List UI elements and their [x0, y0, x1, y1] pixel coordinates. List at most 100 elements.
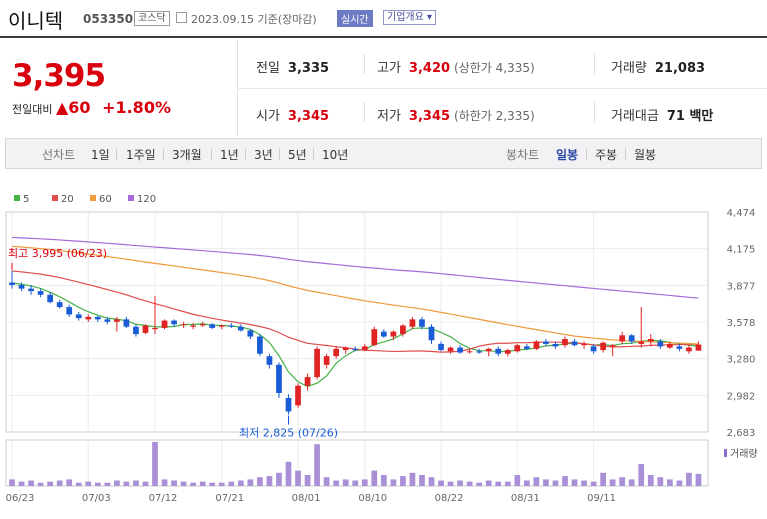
candle-chart-label: 봉차트 [506, 148, 540, 162]
volume-bar [409, 472, 416, 486]
tab-1-day[interactable]: 1일 [91, 148, 110, 162]
divider [245, 148, 246, 160]
candle-body [590, 346, 597, 352]
tab-1-year[interactable]: 1년 [220, 148, 239, 162]
volume-bar [571, 479, 578, 486]
volume-bar [56, 480, 63, 486]
volume-bar [152, 442, 158, 486]
moving-average-20 [11, 270, 699, 353]
volume-bar [333, 480, 340, 486]
candle-body [171, 320, 177, 325]
tab-10-year[interactable]: 10년 [322, 148, 349, 162]
candle-body [342, 347, 349, 351]
divider [586, 148, 587, 160]
volume-bar [686, 472, 692, 486]
divider [364, 54, 365, 74]
candle-body [667, 343, 673, 348]
volume-bar [37, 482, 44, 486]
x-tick-label: 08/31 [511, 493, 540, 504]
volume-bar [504, 481, 511, 486]
candle-body [47, 294, 53, 303]
realtime-button[interactable]: 실시간 [337, 10, 373, 27]
candle-body [161, 320, 168, 328]
open-value: 3,345 [287, 109, 330, 124]
candle-body [180, 324, 187, 326]
x-tick-label: 06/23 [6, 493, 35, 504]
price-change: 전일대비 ▲60 +1.80% [12, 98, 171, 117]
candle-body [619, 335, 626, 342]
volume-bar [352, 480, 359, 486]
y-tick-label: 2,683 [727, 428, 756, 439]
candle-body [695, 344, 702, 351]
candle-body [352, 348, 359, 351]
candle-body [28, 288, 34, 292]
candle-body [114, 319, 120, 322]
volume-bar [533, 477, 540, 486]
x-tick-label: 07/03 [82, 493, 111, 504]
candle-body [333, 348, 340, 357]
legend-label: 20 [61, 194, 74, 205]
tab-weekly[interactable]: 주봉 [595, 148, 618, 162]
volume-bar [104, 482, 111, 486]
candle-body [18, 284, 25, 289]
divider [163, 148, 164, 160]
volume-bar [514, 475, 521, 486]
moving-average-120 [11, 236, 699, 299]
prev-close-value: 3,335 [287, 61, 330, 76]
candle-body [133, 326, 139, 335]
tab-5-year[interactable]: 5년 [288, 148, 307, 162]
candle-body [438, 343, 444, 351]
candle-body [209, 324, 216, 328]
candle-body [628, 335, 635, 342]
change-percent: +1.80% [102, 98, 171, 117]
candle-body [56, 302, 63, 308]
candle-body [142, 325, 149, 333]
candle-body [85, 316, 92, 320]
candle-body [466, 351, 473, 353]
tab-daily[interactable]: 일봉 [556, 148, 579, 162]
candle-body [428, 326, 435, 341]
volume-bar [257, 477, 263, 486]
candle-body [152, 327, 158, 330]
company-overview-button[interactable]: 기업개요 ▾ [383, 10, 436, 25]
volume-bar [66, 479, 73, 486]
volume-bar [47, 481, 53, 486]
candle-body [638, 341, 645, 344]
tab-monthly[interactable]: 월봉 [634, 148, 657, 162]
volume-bar [361, 479, 368, 486]
candle-body [523, 346, 530, 349]
volume-bar [28, 480, 34, 486]
candle-body [247, 330, 254, 337]
trade-amount: 거래대금 71 백만 [611, 105, 713, 124]
volume-bar [628, 479, 635, 486]
line-chart-label: 선차트 [42, 148, 76, 162]
y-tick-label: 3,280 [727, 355, 756, 366]
volume-bar [75, 482, 82, 486]
candle-body [495, 348, 502, 354]
high-annotation: 최고 3,995 (06/23) [8, 247, 107, 260]
volume-bar [638, 464, 645, 486]
candle-body [533, 341, 540, 349]
volume-bar [342, 479, 349, 486]
volume-bar [114, 480, 120, 486]
y-tick-label: 2,982 [727, 391, 756, 402]
volume-bar [94, 482, 101, 486]
tab-1-week[interactable]: 1주일 [126, 148, 156, 162]
day-high-label: 고가 [377, 61, 401, 76]
x-tick-label: 08/22 [435, 493, 464, 504]
volume-bar [600, 472, 606, 486]
day-high-value: 3,420 [408, 61, 451, 76]
candle-body [485, 348, 492, 352]
divider [313, 148, 314, 160]
candle-body [504, 350, 511, 354]
x-tick-label: 07/21 [215, 493, 244, 504]
tab-3-month[interactable]: 3개월 [172, 148, 202, 162]
candle-body [400, 325, 406, 335]
candle-body [323, 356, 330, 365]
x-tick-label: 07/12 [149, 493, 178, 504]
candle-body [380, 331, 387, 337]
tab-3-year[interactable]: 3년 [254, 148, 273, 162]
candle-body [543, 341, 549, 344]
candle-body [190, 325, 197, 327]
candle-body [514, 345, 521, 352]
